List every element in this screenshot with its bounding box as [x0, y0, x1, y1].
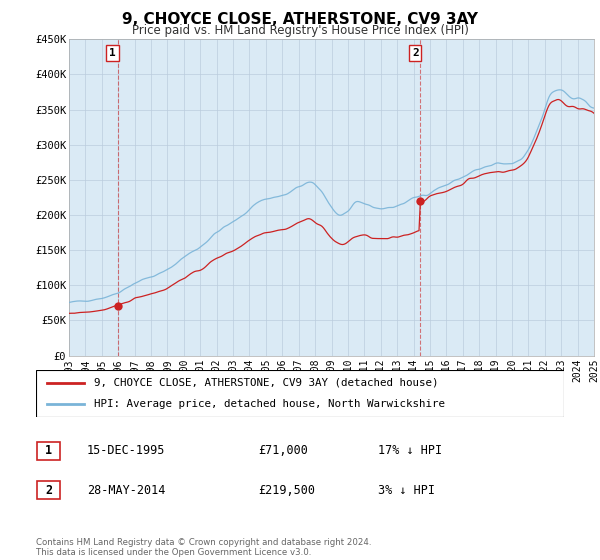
Text: Contains HM Land Registry data © Crown copyright and database right 2024.
This d: Contains HM Land Registry data © Crown c… — [36, 538, 371, 557]
Text: £219,500: £219,500 — [258, 483, 315, 497]
Text: 9, CHOYCE CLOSE, ATHERSTONE, CV9 3AY (detached house): 9, CHOYCE CLOSE, ATHERSTONE, CV9 3AY (de… — [94, 378, 439, 388]
Text: 15-DEC-1995: 15-DEC-1995 — [87, 444, 166, 458]
FancyBboxPatch shape — [37, 442, 60, 460]
Text: 2: 2 — [412, 48, 419, 58]
Text: HPI: Average price, detached house, North Warwickshire: HPI: Average price, detached house, Nort… — [94, 399, 445, 409]
Text: 2: 2 — [45, 483, 52, 497]
Text: 28-MAY-2014: 28-MAY-2014 — [87, 483, 166, 497]
Text: 1: 1 — [45, 444, 52, 458]
FancyBboxPatch shape — [37, 481, 60, 499]
Text: 1: 1 — [109, 48, 116, 58]
Text: 17% ↓ HPI: 17% ↓ HPI — [378, 444, 442, 458]
Text: 3% ↓ HPI: 3% ↓ HPI — [378, 483, 435, 497]
Text: £71,000: £71,000 — [258, 444, 308, 458]
Text: Price paid vs. HM Land Registry's House Price Index (HPI): Price paid vs. HM Land Registry's House … — [131, 24, 469, 36]
Text: 9, CHOYCE CLOSE, ATHERSTONE, CV9 3AY: 9, CHOYCE CLOSE, ATHERSTONE, CV9 3AY — [122, 12, 478, 27]
FancyBboxPatch shape — [36, 370, 564, 417]
